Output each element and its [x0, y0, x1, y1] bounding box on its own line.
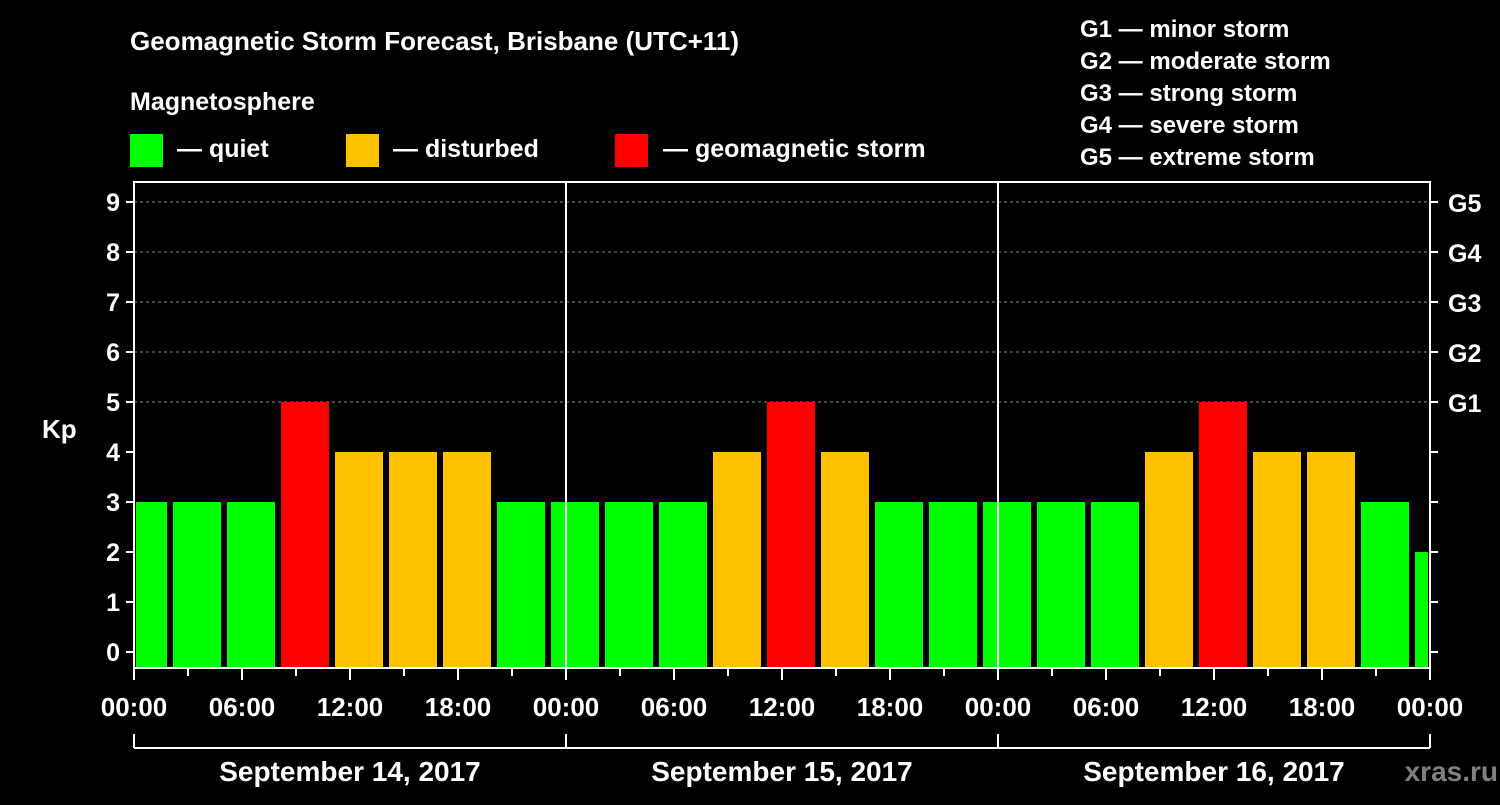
kp-bar — [389, 452, 437, 668]
y-tick-label: 4 — [106, 439, 120, 467]
kp-bar — [1253, 452, 1301, 668]
kp-bar — [1415, 552, 1428, 668]
legend-swatch-quiet — [130, 134, 163, 167]
kp-bar — [281, 402, 329, 668]
storm-scale-g2: G2 — moderate storm — [1080, 48, 1331, 75]
legend-swatch-storm — [615, 134, 648, 167]
x-tick-label: 06:00 — [1073, 692, 1140, 722]
x-tick-label: 12:00 — [317, 692, 384, 722]
x-tick-label: 18:00 — [857, 692, 924, 722]
date-label-2: September 15, 2017 — [651, 756, 913, 787]
kp-bar — [1037, 502, 1085, 668]
g-scale-label: G3 — [1448, 290, 1481, 318]
kp-bar — [1307, 452, 1355, 668]
x-tick-label: 00:00 — [965, 692, 1032, 722]
kp-bar — [605, 502, 653, 668]
g-scale-label: G5 — [1448, 190, 1481, 218]
kp-bar — [875, 502, 923, 668]
x-tick-label: 12:00 — [749, 692, 816, 722]
kp-bar — [1199, 402, 1247, 668]
kp-bar — [227, 502, 275, 668]
legend-label-storm: — geomagnetic storm — [663, 135, 926, 163]
y-tick-label: 1 — [106, 589, 120, 617]
kp-bar — [335, 452, 383, 668]
x-tick-label: 18:00 — [1289, 692, 1356, 722]
y-tick-label: 3 — [106, 489, 120, 517]
y-tick-label: 0 — [106, 639, 120, 667]
storm-scale-g4: G4 — severe storm — [1080, 112, 1299, 139]
x-tick-label: 00:00 — [1397, 692, 1464, 722]
kp-bar — [929, 502, 977, 668]
kp-bar — [821, 452, 869, 668]
y-tick-label: 9 — [106, 189, 120, 217]
kp-bar — [173, 502, 221, 668]
kp-bar — [659, 502, 707, 668]
chart-title: Geomagnetic Storm Forecast, Brisbane (UT… — [130, 26, 739, 56]
kp-bar — [767, 402, 815, 668]
kp-bar — [497, 502, 545, 668]
g-scale-label: G1 — [1448, 390, 1481, 418]
kp-bar — [551, 502, 599, 668]
g-scale-label: G4 — [1448, 240, 1481, 268]
kp-bar — [1091, 502, 1139, 668]
date-label-1: September 14, 2017 — [219, 756, 481, 787]
legend-label-quiet: — quiet — [177, 135, 269, 163]
kp-bar — [443, 452, 491, 668]
y-tick-label: 2 — [106, 539, 120, 567]
legend-swatch-disturbed — [346, 134, 379, 167]
x-tick-label: 12:00 — [1181, 692, 1248, 722]
x-tick-label: 00:00 — [533, 692, 600, 722]
y-tick-label: 8 — [106, 239, 120, 267]
y-tick-label: 6 — [106, 339, 120, 367]
kp-bar — [1361, 502, 1409, 668]
x-tick-label: 18:00 — [425, 692, 492, 722]
kp-bar — [136, 502, 167, 668]
kp-bar — [713, 452, 761, 668]
x-tick-label: 06:00 — [209, 692, 276, 722]
storm-scale-g1: G1 — minor storm — [1080, 16, 1289, 43]
storm-scale-g5: G5 — extreme storm — [1080, 144, 1315, 171]
watermark: xras.ru — [1405, 756, 1498, 787]
x-tick-label: 00:00 — [101, 692, 168, 722]
date-label-3: September 16, 2017 — [1083, 756, 1345, 787]
y-tick-label: 5 — [106, 389, 120, 417]
legend-label-disturbed: — disturbed — [393, 135, 539, 163]
x-tick-label: 06:00 — [641, 692, 708, 722]
y-axis-label: Kp — [42, 414, 77, 444]
storm-scale-g3: G3 — strong storm — [1080, 80, 1297, 107]
y-tick-label: 7 — [106, 289, 120, 317]
legend-title: Magnetosphere — [130, 88, 315, 116]
kp-bar — [1145, 452, 1193, 668]
g-scale-label: G2 — [1448, 340, 1481, 368]
kp-bar — [983, 502, 1031, 668]
